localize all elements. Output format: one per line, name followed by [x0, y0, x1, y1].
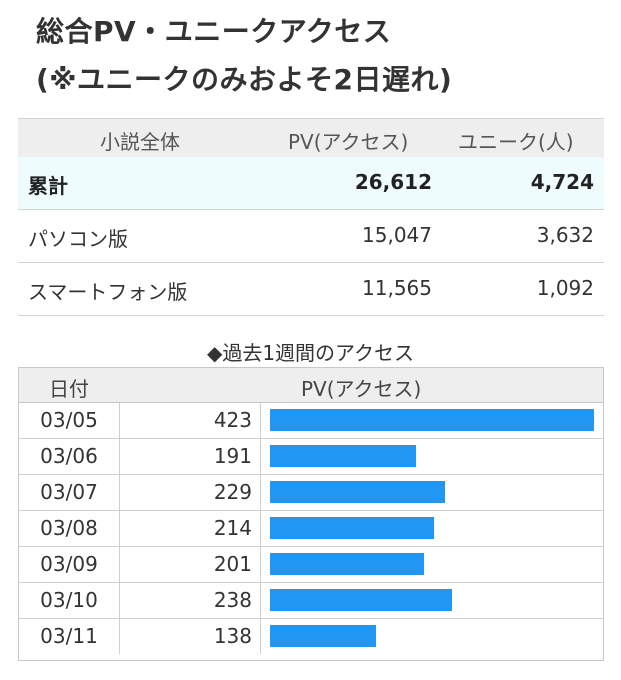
summary-row-smartphone: スマートフォン版 11,565 1,092 [18, 263, 604, 316]
weekly-row-date: 03/09 [19, 547, 120, 582]
summary-row-total: 累計 26,612 4,724 [18, 157, 604, 210]
summary-row-label: パソコン版 [28, 227, 128, 251]
weekly-row-date: 03/06 [19, 439, 120, 474]
weekly-row-bar [270, 625, 376, 647]
weekly-row: 03/09 201 [19, 547, 603, 583]
weekly-row-bar-cell [262, 547, 603, 582]
weekly-row-pv: 138 [120, 619, 261, 654]
summary-header-unique: ユニーク(人) [458, 130, 574, 154]
weekly-header-row: 日付 PV(アクセス) [19, 368, 603, 403]
weekly-row-bar-cell [262, 583, 603, 618]
summary-header-label: 小説全体 [100, 130, 180, 154]
summary-row-unique: 4,724 [530, 170, 594, 194]
weekly-section-title: ◆過去1週間のアクセス [206, 341, 415, 365]
weekly-row: 03/05 423 [19, 403, 603, 439]
weekly-row-bar-cell [262, 475, 603, 510]
weekly-row-pv: 191 [120, 439, 261, 474]
summary-header-row: 小説全体 PV(アクセス) ユニーク(人) [18, 118, 604, 158]
weekly-row-bar-cell [262, 619, 603, 654]
weekly-row-date: 03/08 [19, 511, 120, 546]
weekly-row-date: 03/07 [19, 475, 120, 510]
weekly-row-bar [270, 445, 416, 467]
page-title: 総合PV・ユニークアクセス [36, 15, 392, 48]
summary-row-unique: 1,092 [536, 276, 594, 300]
summary-row-pv: 26,612 [354, 170, 432, 194]
weekly-row-bar-cell [262, 511, 603, 546]
weekly-row: 03/10 238 [19, 583, 603, 619]
weekly-row: 03/07 229 [19, 475, 603, 511]
weekly-row: 03/06 191 [19, 439, 603, 475]
weekly-row-date: 03/10 [19, 583, 120, 618]
weekly-rows: 03/05 423 03/06 191 03/07 229 03/08 214 03/09 201… [19, 403, 603, 654]
weekly-row-pv: 238 [120, 583, 261, 618]
weekly-row-bar [270, 517, 434, 539]
weekly-row-pv: 423 [120, 403, 261, 438]
summary-row-pc: パソコン版 15,047 3,632 [18, 210, 604, 263]
weekly-row-bar-cell [262, 403, 603, 438]
summary-row-unique: 3,632 [536, 223, 594, 247]
weekly-row-bar [270, 409, 594, 431]
summary-row-label: 累計 [28, 174, 68, 198]
weekly-row-pv: 229 [120, 475, 261, 510]
weekly-row-pv: 214 [120, 511, 261, 546]
weekly-header-date: 日付 [49, 377, 89, 401]
weekly-header-pv: PV(アクセス) [301, 377, 422, 401]
weekly-access-table: 日付 PV(アクセス) 03/05 423 03/06 191 03/07 229 03/0… [18, 367, 604, 661]
summary-row-pv: 11,565 [362, 276, 432, 300]
summary-header-pv: PV(アクセス) [288, 130, 409, 154]
weekly-row-bar [270, 481, 445, 503]
weekly-row: 03/11 138 [19, 619, 603, 654]
weekly-row-bar [270, 553, 424, 575]
weekly-row-date: 03/05 [19, 403, 120, 438]
page-subtitle: (※ユニークのみおよそ2日遅れ) [36, 63, 453, 96]
weekly-row-date: 03/11 [19, 619, 120, 654]
weekly-row-bar-cell [262, 439, 603, 474]
summary-row-pv: 15,047 [362, 223, 432, 247]
summary-row-label: スマートフォン版 [28, 280, 188, 304]
weekly-row-bar [270, 589, 452, 611]
weekly-row: 03/08 214 [19, 511, 603, 547]
weekly-row-pv: 201 [120, 547, 261, 582]
